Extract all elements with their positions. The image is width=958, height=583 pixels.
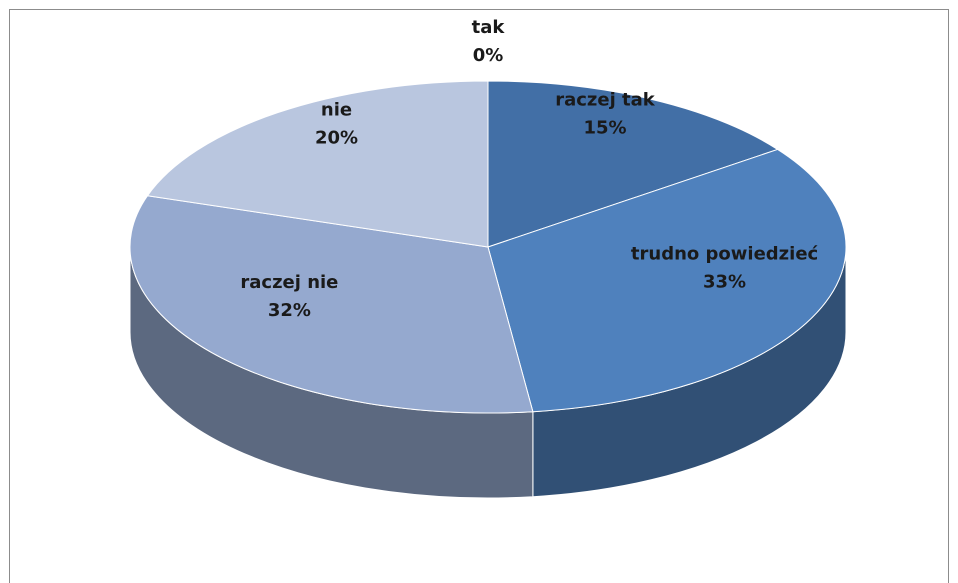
data-label-value: 0% (473, 45, 504, 66)
pie-slice (129, 195, 534, 414)
pie-slice (487, 80, 779, 248)
pie-slice (146, 80, 489, 248)
data-label-name: raczej tak (555, 90, 656, 111)
chart-frame (9, 9, 949, 583)
data-label-name: nie (321, 99, 352, 120)
data-label-value: 20% (315, 127, 358, 148)
data-label-name: raczej nie (240, 272, 338, 293)
data-label-value: 32% (268, 300, 311, 321)
data-label-value: 33% (703, 271, 746, 292)
data-label-name: trudno powiedzieć (631, 243, 819, 264)
pie-slice (487, 148, 847, 413)
data-label-name: tak (472, 17, 506, 38)
data-label-value: 15% (583, 118, 626, 139)
